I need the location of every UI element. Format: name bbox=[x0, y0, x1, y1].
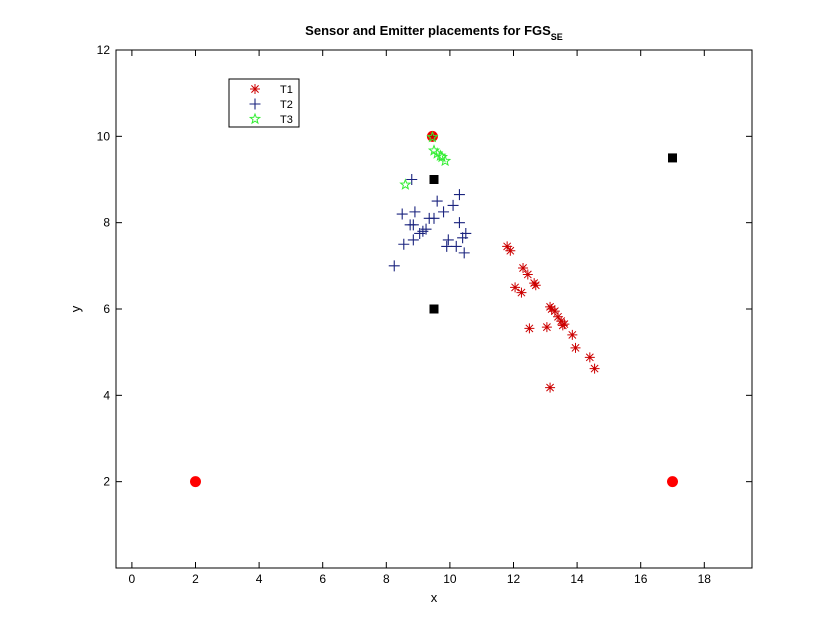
data-point-t1 bbox=[546, 304, 557, 314]
x-tick-label: 4 bbox=[256, 572, 263, 586]
data-point-t2 bbox=[398, 238, 410, 250]
data-point-t2 bbox=[420, 223, 432, 235]
y-tick-label: 12 bbox=[97, 43, 111, 57]
data-point-t1 bbox=[584, 352, 595, 363]
x-tick-label: 8 bbox=[383, 572, 390, 586]
data-point-t2 bbox=[388, 260, 400, 272]
x-tick-label: 10 bbox=[443, 572, 457, 586]
data-point-t1 bbox=[553, 311, 564, 322]
data-point-t1 bbox=[502, 241, 513, 252]
data-point-t2 bbox=[431, 195, 443, 207]
x-tick-label: 0 bbox=[129, 572, 136, 586]
chart-title-subscript: SE bbox=[551, 32, 563, 42]
data-point-t1 bbox=[516, 287, 527, 298]
x-tick-label: 18 bbox=[698, 572, 712, 586]
sensor-point bbox=[429, 175, 439, 184]
data-point-t1 bbox=[567, 329, 578, 340]
data-point-t2 bbox=[407, 219, 419, 231]
data-point-t1 bbox=[524, 323, 535, 334]
data-point-t2 bbox=[442, 234, 454, 246]
data-point-t1 bbox=[549, 306, 560, 317]
data-point-t1 bbox=[427, 131, 438, 142]
data-point-t2 bbox=[458, 247, 470, 259]
chart-title-main: Sensor and Emitter placements for FGS bbox=[305, 23, 551, 38]
data-point-t2 bbox=[428, 212, 440, 224]
data-point-t1 bbox=[541, 322, 552, 333]
data-point-t1 bbox=[545, 382, 556, 393]
legend: T1 T2 T3 bbox=[228, 78, 300, 128]
y-tick-label: 6 bbox=[103, 302, 110, 316]
y-tick-label: 8 bbox=[103, 216, 110, 230]
data-point-t2 bbox=[407, 234, 419, 246]
data-point-t2 bbox=[450, 240, 462, 252]
sensor-point bbox=[429, 304, 439, 314]
x-axis-label: x bbox=[431, 590, 438, 605]
data-point-t1 bbox=[505, 245, 516, 256]
data-point-t2 bbox=[438, 206, 450, 218]
emitter-point bbox=[190, 476, 201, 488]
data-point-t1 bbox=[510, 282, 521, 293]
data-point-t3 bbox=[399, 178, 412, 190]
emitter-point bbox=[667, 476, 678, 488]
data-point-t1 bbox=[589, 363, 600, 374]
legend-entry-t1: T1 bbox=[280, 84, 293, 96]
x-tick-label: 12 bbox=[507, 572, 521, 586]
y-axis-label: y bbox=[68, 305, 83, 312]
data-point-t2 bbox=[409, 206, 421, 218]
legend-marker-t1 bbox=[250, 84, 260, 94]
data-point-t2 bbox=[441, 240, 453, 252]
y-tick-label: 10 bbox=[97, 129, 111, 143]
legend-marker-t2 bbox=[249, 98, 261, 110]
data-point-t2 bbox=[453, 189, 465, 201]
data-point-t2 bbox=[406, 174, 418, 185]
data-points bbox=[190, 130, 678, 488]
axis-ticks: 0 2 4 6 8 10 12 14 16 18 2 4 6 8 10 12 bbox=[97, 43, 752, 586]
x-tick-label: 14 bbox=[570, 572, 584, 586]
legend-entry-t2: T2 bbox=[280, 99, 293, 111]
x-tick-label: 6 bbox=[319, 572, 326, 586]
data-point-t2 bbox=[453, 217, 465, 229]
data-point-t1 bbox=[570, 342, 581, 353]
data-point-t1 bbox=[522, 269, 533, 280]
legend-marker-t3 bbox=[248, 112, 262, 125]
x-tick-label: 2 bbox=[192, 572, 199, 586]
data-point-t3 bbox=[426, 130, 439, 143]
y-tick-label: 2 bbox=[103, 475, 110, 489]
y-tick-label: 4 bbox=[103, 388, 110, 402]
data-point-t2 bbox=[447, 199, 459, 211]
data-point-t1 bbox=[557, 320, 568, 331]
sensor-point bbox=[668, 153, 677, 163]
data-point-t2 bbox=[396, 208, 408, 220]
legend-entry-t3: T3 bbox=[280, 114, 293, 126]
data-point-t1 bbox=[530, 280, 541, 291]
chart-title: Sensor and Emitter placements for FGSSE bbox=[305, 23, 563, 42]
data-point-t2 bbox=[460, 227, 472, 239]
data-point-t1 bbox=[518, 262, 529, 273]
data-point-t3 bbox=[439, 154, 452, 167]
x-tick-label: 16 bbox=[634, 572, 648, 586]
legend-box bbox=[228, 78, 300, 128]
